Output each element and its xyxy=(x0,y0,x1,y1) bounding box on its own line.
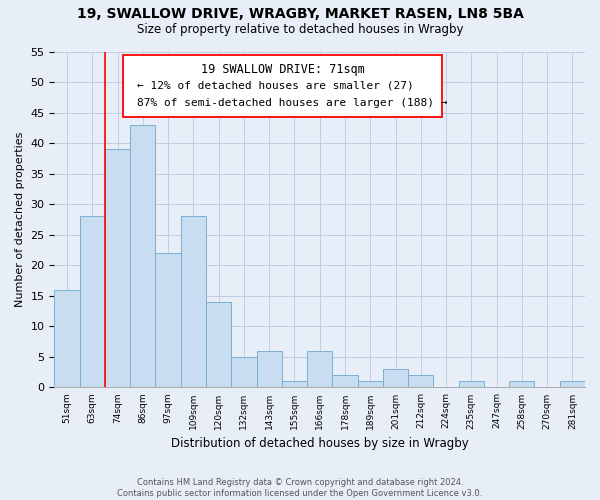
Text: Size of property relative to detached houses in Wragby: Size of property relative to detached ho… xyxy=(137,22,463,36)
Bar xyxy=(307,351,332,388)
Bar xyxy=(105,149,130,388)
Bar xyxy=(560,382,585,388)
Bar xyxy=(206,302,231,388)
Bar xyxy=(509,382,535,388)
Bar xyxy=(408,375,433,388)
Bar xyxy=(181,216,206,388)
FancyBboxPatch shape xyxy=(124,55,442,117)
Bar xyxy=(383,369,408,388)
Text: 19 SWALLOW DRIVE: 71sqm: 19 SWALLOW DRIVE: 71sqm xyxy=(200,64,364,76)
Y-axis label: Number of detached properties: Number of detached properties xyxy=(15,132,25,307)
Bar xyxy=(257,351,282,388)
Bar xyxy=(282,382,307,388)
Bar xyxy=(458,382,484,388)
Text: Contains HM Land Registry data © Crown copyright and database right 2024.
Contai: Contains HM Land Registry data © Crown c… xyxy=(118,478,482,498)
Bar xyxy=(358,382,383,388)
Text: ← 12% of detached houses are smaller (27): ← 12% of detached houses are smaller (27… xyxy=(137,80,413,90)
X-axis label: Distribution of detached houses by size in Wragby: Distribution of detached houses by size … xyxy=(171,437,469,450)
Bar xyxy=(155,253,181,388)
Bar xyxy=(332,375,358,388)
Text: 87% of semi-detached houses are larger (188) →: 87% of semi-detached houses are larger (… xyxy=(137,98,447,108)
Bar xyxy=(80,216,105,388)
Bar xyxy=(231,357,257,388)
Bar xyxy=(130,125,155,388)
Bar xyxy=(55,290,80,388)
Text: 19, SWALLOW DRIVE, WRAGBY, MARKET RASEN, LN8 5BA: 19, SWALLOW DRIVE, WRAGBY, MARKET RASEN,… xyxy=(77,8,523,22)
